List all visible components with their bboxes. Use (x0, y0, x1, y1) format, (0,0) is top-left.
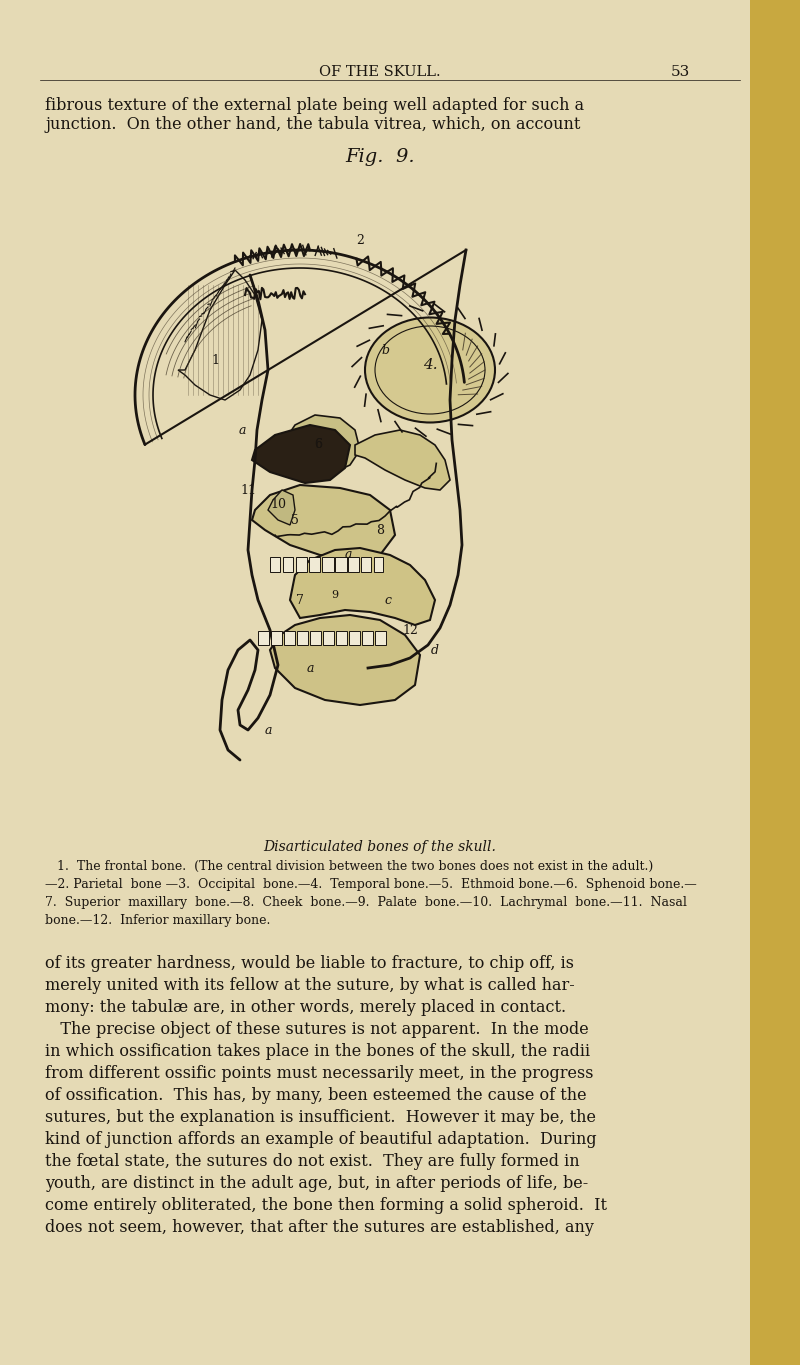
Text: 2: 2 (356, 233, 364, 247)
Bar (362, 631, 373, 646)
Polygon shape (270, 616, 420, 704)
Text: mony: the tabulæ are, in other words, merely placed in contact.: mony: the tabulæ are, in other words, me… (45, 999, 566, 1016)
Text: OF THE SKULL.: OF THE SKULL. (319, 66, 441, 79)
Text: of ossification.  This has, by many, been esteemed the cause of the: of ossification. This has, by many, been… (45, 1087, 586, 1104)
Text: in which ossification takes place in the bones of the skull, the radii: in which ossification takes place in the… (45, 1043, 590, 1061)
Text: 7: 7 (296, 594, 304, 606)
Text: 9: 9 (331, 590, 338, 601)
Polygon shape (252, 425, 350, 483)
Text: The precise object of these sutures is not apparent.  In the mode: The precise object of these sutures is n… (45, 1021, 589, 1037)
Text: 8: 8 (376, 524, 384, 536)
Bar (335, 557, 347, 572)
Text: sutures, but the explanation is insufficient.  However it may be, the: sutures, but the explanation is insuffic… (45, 1108, 596, 1126)
Text: a: a (344, 549, 352, 561)
Text: c: c (385, 594, 391, 606)
Bar (361, 557, 371, 572)
Text: bone.—12.  Inferior maxillary bone.: bone.—12. Inferior maxillary bone. (45, 915, 270, 927)
Text: 6: 6 (314, 438, 322, 452)
Text: kind of junction affords an example of beautiful adaptation.  During: kind of junction affords an example of b… (45, 1132, 597, 1148)
Text: junction.  On the other hand, the tabula vitrea, which, on account: junction. On the other hand, the tabula … (45, 116, 580, 132)
Text: 12: 12 (402, 624, 418, 636)
Text: 1: 1 (211, 354, 219, 366)
Bar (374, 557, 383, 572)
Text: a: a (306, 662, 314, 674)
Bar (750, 0, 800, 1365)
Text: merely united with its fellow at the suture, by what is called har-: merely united with its fellow at the sut… (45, 977, 574, 994)
Bar (348, 557, 359, 572)
Text: 11: 11 (240, 483, 256, 497)
Text: Disarticulated bones of the skull.: Disarticulated bones of the skull. (263, 839, 497, 854)
Bar (309, 557, 320, 572)
Text: b: b (381, 344, 389, 356)
Text: 5: 5 (291, 513, 299, 527)
Text: the fœtal state, the sutures do not exist.  They are fully formed in: the fœtal state, the sutures do not exis… (45, 1153, 580, 1170)
Text: 4.: 4. (422, 358, 438, 373)
Bar (283, 557, 293, 572)
Polygon shape (252, 485, 395, 560)
Text: from different ossific points must necessarily meet, in the progress: from different ossific points must neces… (45, 1065, 594, 1082)
Bar (284, 631, 295, 646)
Bar (323, 631, 334, 646)
Text: a: a (238, 423, 246, 437)
Bar (296, 557, 307, 572)
Polygon shape (290, 547, 435, 625)
Polygon shape (268, 490, 295, 526)
Polygon shape (278, 415, 360, 472)
Bar (297, 631, 308, 646)
Text: does not seem, however, that after the sutures are established, any: does not seem, however, that after the s… (45, 1219, 594, 1235)
Text: 7.  Superior  maxillary  bone.—8.  Cheek  bone.—9.  Palate  bone.—10.  Lachrymal: 7. Superior maxillary bone.—8. Cheek bon… (45, 895, 687, 909)
Text: come entirely obliterated, the bone then forming a solid spheroid.  It: come entirely obliterated, the bone then… (45, 1197, 607, 1213)
Text: d: d (431, 643, 439, 657)
Text: 10: 10 (270, 498, 286, 512)
Polygon shape (355, 430, 450, 490)
Bar (349, 631, 360, 646)
Bar (271, 631, 282, 646)
Text: of its greater hardness, would be liable to fracture, to chip off, is: of its greater hardness, would be liable… (45, 955, 574, 972)
Bar (322, 557, 334, 572)
Text: fibrous texture of the external plate being well adapted for such a: fibrous texture of the external plate be… (45, 97, 584, 115)
Bar (375, 631, 386, 646)
Text: 1.  The frontal bone.  (The central division between the two bones does not exis: 1. The frontal bone. (The central divisi… (45, 860, 654, 874)
Text: —2. Parietal  bone —3.  Occipital  bone.—4.  Temporal bone.—5.  Ethmoid bone.—6.: —2. Parietal bone —3. Occipital bone.—4.… (45, 878, 697, 891)
Bar (336, 631, 347, 646)
Bar (270, 557, 280, 572)
Text: 6: 6 (314, 438, 322, 452)
Text: youth, are distinct in the adult age, but, in after periods of life, be-: youth, are distinct in the adult age, bu… (45, 1175, 588, 1192)
Text: Fig.  9.: Fig. 9. (345, 147, 415, 167)
Text: a: a (264, 723, 272, 737)
Ellipse shape (365, 318, 495, 423)
Text: 53: 53 (670, 66, 690, 79)
Bar (258, 631, 269, 646)
Bar (310, 631, 321, 646)
